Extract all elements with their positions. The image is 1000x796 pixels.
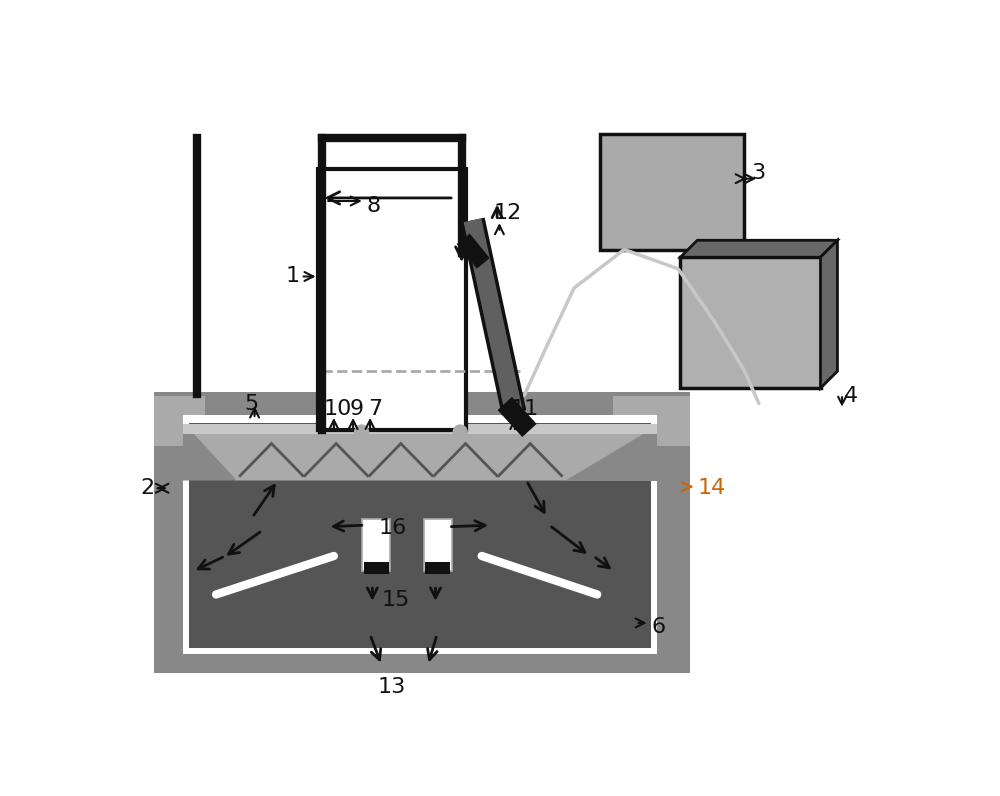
Text: 5: 5 xyxy=(245,393,259,413)
Text: 3: 3 xyxy=(751,162,765,182)
Text: 12: 12 xyxy=(494,203,522,224)
Text: 16: 16 xyxy=(379,518,407,538)
Text: 4: 4 xyxy=(844,386,858,406)
Bar xyxy=(425,562,450,575)
Bar xyxy=(189,423,651,649)
Text: 8: 8 xyxy=(366,196,380,216)
Bar xyxy=(364,562,389,575)
Text: 14: 14 xyxy=(697,478,726,498)
Text: 11: 11 xyxy=(511,399,539,419)
Text: 15: 15 xyxy=(381,590,410,610)
Text: 13: 13 xyxy=(377,677,406,696)
Bar xyxy=(600,134,744,249)
Text: 7: 7 xyxy=(368,399,382,419)
Bar xyxy=(154,396,205,446)
Bar xyxy=(680,257,820,388)
Circle shape xyxy=(355,425,369,439)
Text: 10: 10 xyxy=(324,399,352,419)
Polygon shape xyxy=(189,431,651,481)
Text: 1: 1 xyxy=(285,267,299,287)
Bar xyxy=(183,415,657,654)
Text: 2: 2 xyxy=(141,478,155,498)
Polygon shape xyxy=(680,240,837,257)
Bar xyxy=(318,169,466,431)
Text: 9: 9 xyxy=(349,399,363,419)
Circle shape xyxy=(453,425,467,439)
Bar xyxy=(424,519,452,572)
Polygon shape xyxy=(565,431,657,481)
Bar xyxy=(613,396,690,446)
Polygon shape xyxy=(183,431,237,481)
Bar xyxy=(154,392,690,673)
Polygon shape xyxy=(820,240,837,388)
Text: 6: 6 xyxy=(651,617,665,637)
Bar xyxy=(183,423,657,435)
Bar xyxy=(362,519,390,572)
